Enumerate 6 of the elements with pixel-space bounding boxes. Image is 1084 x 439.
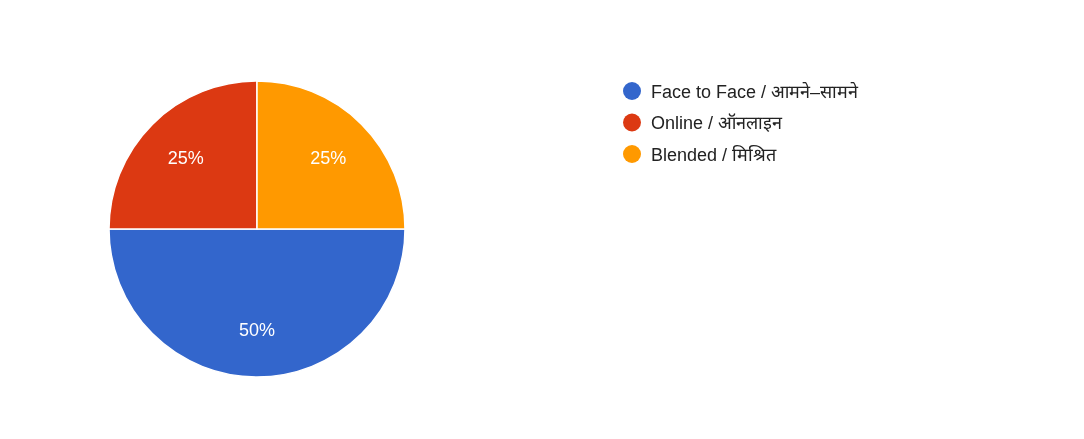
legend-label: Blended / मिश्रित [651,143,778,165]
data-label: 50% [238,319,276,340]
data-label: 25% [167,147,204,168]
legend-label: Face to Face / आमने–सामने [651,80,860,102]
data-label: 25% [310,147,347,168]
legend-label: Online / ऑनलाइन [651,113,784,133]
